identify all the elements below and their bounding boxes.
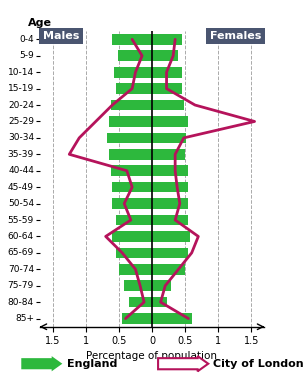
Bar: [112, 34, 152, 45]
Text: Age: Age: [28, 18, 51, 28]
Bar: [129, 297, 152, 307]
Bar: [116, 215, 152, 225]
Bar: [152, 215, 188, 225]
Bar: [152, 149, 185, 159]
Bar: [152, 67, 182, 77]
Bar: [107, 133, 152, 143]
Text: Females: Females: [210, 31, 261, 41]
Bar: [124, 280, 152, 291]
FancyArrow shape: [158, 356, 208, 371]
Bar: [152, 182, 188, 193]
Bar: [114, 67, 152, 77]
Bar: [109, 116, 152, 127]
Bar: [152, 100, 184, 110]
Bar: [152, 264, 185, 275]
Bar: [111, 100, 152, 110]
X-axis label: Percentage of population: Percentage of population: [87, 350, 217, 361]
Bar: [111, 165, 152, 176]
Bar: [109, 149, 152, 159]
Bar: [152, 165, 188, 176]
Bar: [119, 264, 152, 275]
Bar: [152, 133, 186, 143]
Bar: [152, 280, 171, 291]
Text: City of London: City of London: [213, 359, 303, 369]
Bar: [152, 34, 182, 45]
Bar: [152, 198, 188, 209]
Bar: [152, 297, 167, 307]
Bar: [152, 231, 190, 242]
Bar: [116, 83, 152, 94]
Bar: [152, 313, 192, 324]
Bar: [152, 51, 178, 61]
Bar: [152, 83, 182, 94]
Text: Males: Males: [43, 31, 79, 41]
Text: England: England: [67, 359, 117, 369]
Bar: [112, 182, 152, 193]
FancyArrow shape: [21, 356, 62, 371]
Bar: [152, 116, 188, 127]
Bar: [112, 231, 152, 242]
Bar: [152, 247, 188, 258]
Bar: [116, 247, 152, 258]
Bar: [112, 198, 152, 209]
Bar: [122, 313, 152, 324]
Bar: [118, 51, 152, 61]
